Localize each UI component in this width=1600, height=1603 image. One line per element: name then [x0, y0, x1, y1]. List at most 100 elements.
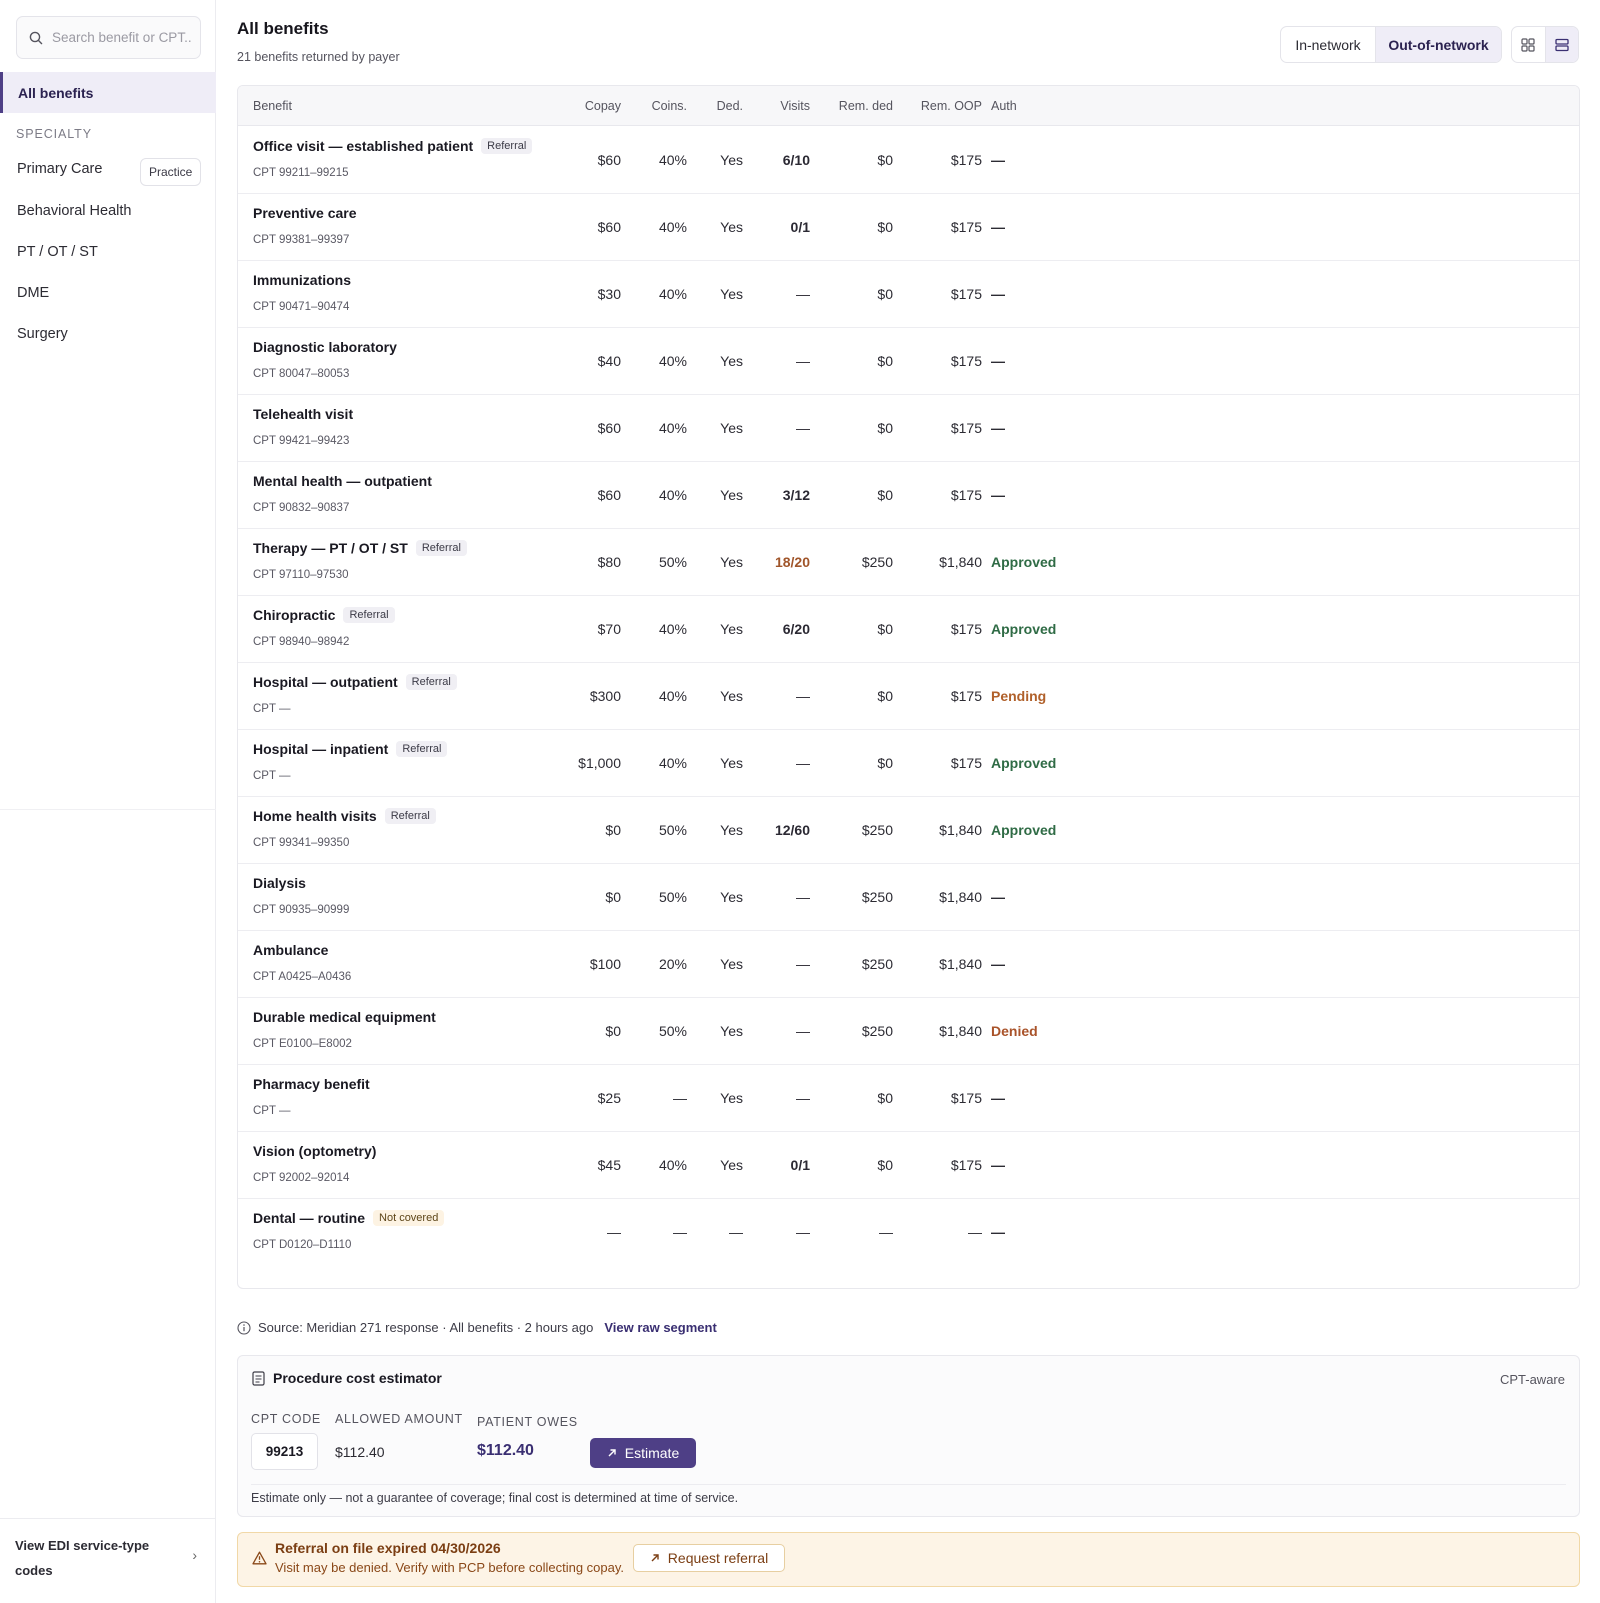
table-row[interactable]: Pharmacy benefit CPT — $25 — Yes — $0 $175 — [238, 1064, 1579, 1132]
benefit-name: Dental — routine Not covered [253, 1210, 445, 1226]
column-header-coinsurance[interactable]: Coins. [651, 99, 687, 113]
benefit-name: Office visit — established patient Referr… [253, 138, 533, 154]
table-row[interactable]: Immunizations CPT 90471–90474 $30 40% Yes — $0… [238, 260, 1579, 328]
edi-service-codes-link[interactable]: View EDI service-type codes [0, 1518, 216, 1603]
table-row[interactable]: Diagnostic laboratory CPT 80047–80053 $40 4… [238, 327, 1579, 395]
table-header: Benefit Copay Coins. Ded. Visits Rem. de… [238, 86, 1579, 126]
practice-badge[interactable]: Practice [140, 158, 202, 186]
sidebar-item-surgery[interactable]: Surgery [17, 326, 68, 342]
cpt-range: CPT D0120–D1110 [253, 1239, 352, 1251]
coinsurance-cell: 50% [658, 554, 687, 570]
visits-cell: — [796, 420, 810, 436]
warning-icon [252, 1551, 267, 1565]
table-row[interactable]: Home health visits Referral CPT 99341–9935… [238, 796, 1579, 864]
column-header-visits[interactable]: Visits [780, 99, 810, 113]
visits-cell: — [796, 353, 810, 369]
visits-cell: — [796, 688, 810, 704]
auth-cell: — [991, 152, 1005, 168]
remaining-deductible-cell: $250 [861, 956, 893, 972]
sidebar-item-dme[interactable]: DME [17, 285, 49, 301]
remaining-oop-cell: $175 [950, 219, 982, 235]
remaining-deductible-cell: $0 [877, 219, 893, 235]
column-header-remaining-oop[interactable]: Rem. OOP [920, 99, 982, 113]
request-referral-label: Request referral [667, 1550, 769, 1566]
copay-cell: $0 [605, 822, 621, 838]
sidebar-item-all-benefits[interactable]: All benefits [0, 72, 216, 113]
table-row[interactable]: Hospital — inpatient Referral CPT — $1,000 4… [238, 729, 1579, 797]
remaining-oop-cell: $175 [950, 1157, 982, 1173]
table-row[interactable]: Mental health — outpatient CPT 90832–9083… [238, 461, 1579, 529]
table-row[interactable]: Durable medical equipment CPT E0100–E8002… [238, 997, 1579, 1065]
estimator-disclaimer: Estimate only — not a guarantee of cover… [251, 1491, 739, 1505]
document-icon [252, 1370, 265, 1386]
cpt-code-input[interactable]: 99213 [251, 1433, 318, 1470]
coinsurance-cell: 40% [658, 487, 687, 503]
table-row[interactable]: Hospital — outpatient Referral CPT — $300 40… [238, 662, 1579, 730]
remaining-deductible-cell: $0 [877, 755, 893, 771]
procedure-cost-estimator: Procedure cost estimator CPT-aware CPT C… [237, 1355, 1580, 1517]
column-header-remaining-deductible[interactable]: Rem. ded [838, 99, 893, 113]
auth-cell: — [991, 487, 1005, 503]
patient-owes-label: PATIENT OWES [477, 1415, 578, 1429]
sidebar-item-behavioral-health[interactable]: Behavioral Health [17, 203, 131, 219]
estimate-button[interactable]: Estimate [590, 1438, 696, 1468]
benefit-name: Hospital — outpatient Referral [253, 674, 457, 690]
in-network-button[interactable]: In-network [1295, 36, 1361, 53]
visits-cell: 0/1 [790, 219, 810, 235]
table-row[interactable]: Vision (optometry) CPT 92002–92014 $45 40% Y… [238, 1131, 1579, 1199]
remaining-oop-cell: $1,840 [939, 956, 982, 972]
table-row[interactable]: Therapy — PT / OT / ST Referral CPT 97110–… [238, 528, 1579, 596]
arrow-up-right-icon [608, 1449, 616, 1457]
out-of-network-button[interactable]: Out-of-network [1375, 27, 1501, 62]
estimator-title-text: Procedure cost estimator [273, 1370, 442, 1386]
search-input[interactable] [52, 30, 192, 45]
auth-status-approved: Approved [991, 822, 1057, 838]
search-box[interactable] [16, 16, 201, 59]
benefit-name: Dialysis [253, 875, 306, 891]
benefit-name-text: Pharmacy benefit [253, 1076, 370, 1092]
auth-cell: — [991, 1090, 1005, 1106]
deductible-cell: Yes [720, 420, 743, 436]
table-row[interactable]: Dialysis CPT 90935–90999 $0 50% Yes — $250 $1,8… [238, 863, 1579, 931]
grid-view-button[interactable] [1512, 27, 1545, 62]
benefit-name-text: Immunizations [253, 272, 352, 288]
list-view-button[interactable] [1544, 27, 1578, 62]
column-header-copay[interactable]: Copay [584, 99, 621, 113]
coinsurance-cell: 20% [658, 956, 687, 972]
coinsurance-cell: 40% [658, 152, 687, 168]
auth-cell: — [991, 420, 1005, 436]
remaining-deductible-cell: $250 [861, 822, 893, 838]
visits-cell: — [796, 889, 810, 905]
table-row[interactable]: Chiropractic Referral CPT 98940–98942 $70 40… [238, 595, 1579, 663]
auth-cell: — [991, 1157, 1005, 1173]
view-raw-segment-link[interactable]: View raw segment [604, 1320, 717, 1335]
table-row[interactable]: Dental — routine Not covered CPT D0120–D11… [238, 1198, 1579, 1266]
benefit-name: Pharmacy benefit [253, 1076, 370, 1092]
request-referral-button[interactable]: Request referral [633, 1544, 785, 1572]
table-row[interactable]: Ambulance CPT A0425–A0436 $100 20% Yes — $250 $… [238, 930, 1579, 998]
benefit-name-text: Chiropractic [253, 607, 336, 623]
table-row[interactable]: Office visit — established patient Referr… [238, 126, 1579, 194]
remaining-deductible-cell: $250 [861, 1023, 893, 1039]
copay-cell: $100 [589, 956, 621, 972]
allowed-amount-label: ALLOWED AMOUNT [335, 1412, 463, 1426]
benefit-name-text: Dialysis [253, 875, 306, 891]
deductible-cell: Yes [720, 487, 743, 503]
column-header-auth[interactable]: Auth [991, 99, 1017, 113]
sidebar-item-primary-care[interactable]: Primary Care [17, 161, 102, 177]
auth-status-pending: Pending [991, 688, 1047, 704]
table-row[interactable]: Preventive care CPT 99381–99397 $60 40% Yes 0… [238, 193, 1579, 261]
column-header-deductible[interactable]: Ded. [716, 99, 743, 113]
benefit-name-text: Ambulance [253, 942, 329, 958]
coinsurance-cell: 50% [658, 1023, 687, 1039]
cpt-range: CPT A0425–A0436 [253, 971, 352, 983]
sidebar-item-pt-ot-st[interactable]: PT / OT / ST [17, 244, 98, 260]
cpt-range: CPT 80047–80053 [253, 368, 350, 380]
sidebar: All benefits SPECIALTY Primary Care Prac… [0, 0, 216, 1603]
deductible-cell: Yes [720, 554, 743, 570]
column-header-benefit[interactable]: Benefit [253, 99, 292, 113]
auth-cell: — [991, 1224, 1005, 1240]
remaining-oop-cell: — [968, 1224, 982, 1240]
deductible-cell: Yes [720, 889, 743, 905]
table-row[interactable]: Telehealth visit CPT 99421–99423 $60 40% Yes… [238, 394, 1579, 462]
